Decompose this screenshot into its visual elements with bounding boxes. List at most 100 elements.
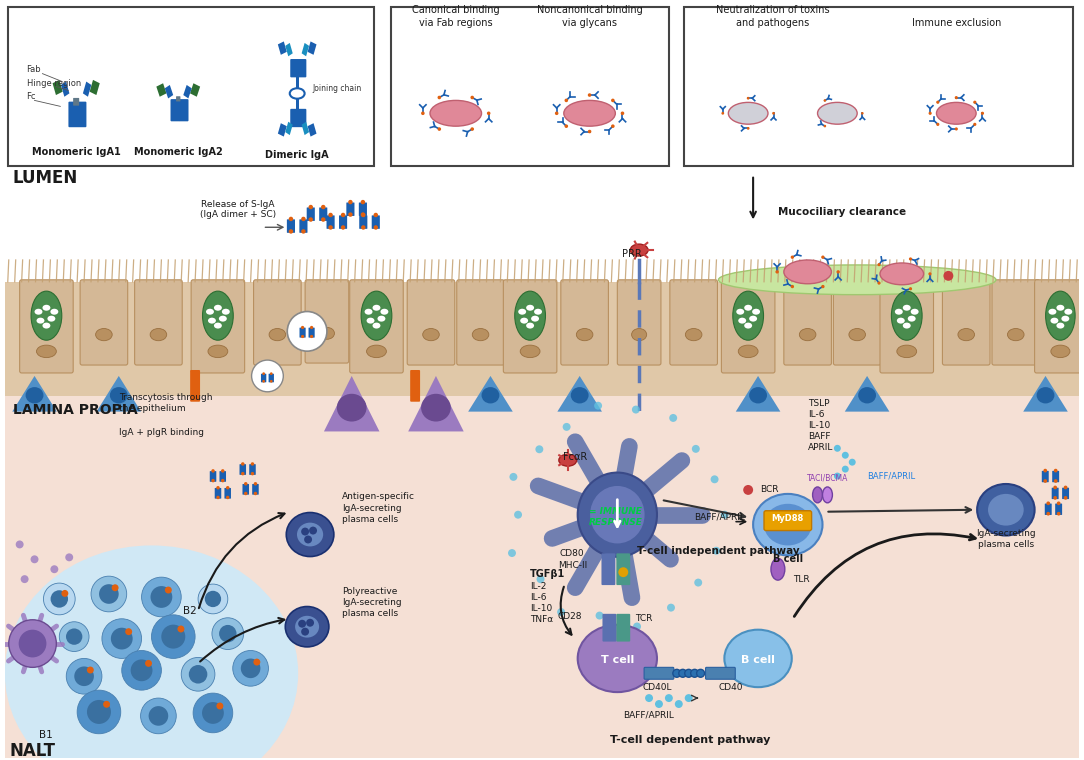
FancyBboxPatch shape [299,328,306,337]
Circle shape [509,473,517,481]
Circle shape [618,567,629,577]
Circle shape [877,281,880,285]
Text: Neutralization of toxins
and pathogens: Neutralization of toxins and pathogens [717,5,829,28]
Circle shape [298,619,306,628]
FancyBboxPatch shape [942,280,990,365]
Polygon shape [285,122,293,135]
Circle shape [633,622,641,631]
Circle shape [198,584,228,614]
Ellipse shape [526,305,534,311]
Circle shape [244,492,247,496]
Ellipse shape [373,305,380,311]
Ellipse shape [481,387,500,404]
Text: Monomeric IgA1: Monomeric IgA1 [31,147,120,157]
Circle shape [270,372,273,375]
FancyBboxPatch shape [1042,471,1048,483]
Ellipse shape [1050,318,1058,324]
FancyBboxPatch shape [670,280,718,365]
Ellipse shape [430,100,481,126]
Circle shape [225,486,230,489]
FancyBboxPatch shape [77,102,87,127]
FancyBboxPatch shape [410,370,421,402]
Circle shape [775,271,778,274]
Circle shape [842,466,849,473]
Circle shape [361,225,365,230]
Text: Immune exclusion: Immune exclusion [912,18,1001,28]
Text: Fab: Fab [27,65,41,74]
Ellipse shape [31,291,62,340]
Text: Hinge region: Hinge region [27,78,81,87]
Circle shape [508,549,516,557]
Circle shape [1054,496,1057,500]
FancyBboxPatch shape [456,280,504,365]
Circle shape [142,577,181,617]
Circle shape [254,659,260,666]
Circle shape [1054,486,1057,489]
Circle shape [842,451,849,459]
Ellipse shape [50,309,59,315]
Circle shape [611,125,615,128]
Ellipse shape [377,315,386,321]
Circle shape [99,584,118,603]
Text: MHC-II: MHC-II [558,561,588,570]
Polygon shape [183,85,192,98]
Circle shape [645,694,653,702]
Circle shape [216,496,220,499]
Circle shape [937,123,940,126]
Text: CD40: CD40 [718,683,743,692]
Circle shape [981,112,984,115]
Circle shape [254,482,257,486]
Circle shape [588,130,592,133]
Circle shape [824,125,826,128]
Text: NALT: NALT [10,742,55,759]
Ellipse shape [1061,315,1069,321]
Circle shape [712,546,720,555]
Ellipse shape [26,387,43,404]
FancyBboxPatch shape [176,97,180,101]
FancyBboxPatch shape [299,220,308,233]
Ellipse shape [685,328,702,340]
Circle shape [679,670,686,677]
Circle shape [301,527,309,536]
Ellipse shape [95,328,113,340]
Circle shape [193,693,233,733]
Ellipse shape [988,494,1023,526]
Text: = IMMUNE
RESPONSE: = IMMUNE RESPONSE [589,507,643,527]
Circle shape [250,462,255,466]
FancyBboxPatch shape [170,99,180,122]
FancyBboxPatch shape [287,220,295,233]
FancyBboxPatch shape [617,280,661,365]
Circle shape [595,612,604,619]
Circle shape [321,217,325,222]
FancyBboxPatch shape [1055,504,1062,515]
FancyBboxPatch shape [298,109,307,127]
Circle shape [91,576,127,612]
FancyBboxPatch shape [503,280,557,373]
Ellipse shape [896,345,917,358]
FancyBboxPatch shape [603,614,617,641]
Circle shape [694,578,702,587]
Circle shape [202,702,223,724]
Ellipse shape [337,394,366,422]
Circle shape [181,657,215,691]
Circle shape [470,127,474,131]
Ellipse shape [42,322,50,328]
FancyBboxPatch shape [372,215,379,229]
Polygon shape [736,376,780,412]
Circle shape [250,472,255,476]
FancyBboxPatch shape [408,280,455,365]
FancyBboxPatch shape [350,280,403,373]
Ellipse shape [285,606,328,647]
Ellipse shape [1064,309,1072,315]
FancyBboxPatch shape [190,370,201,402]
Ellipse shape [813,487,823,503]
FancyBboxPatch shape [391,8,669,166]
Ellipse shape [859,387,876,404]
Circle shape [487,112,490,115]
Ellipse shape [208,318,216,324]
Ellipse shape [590,486,645,543]
FancyBboxPatch shape [134,280,182,365]
Text: Transcytosis through
the epithelium: Transcytosis through the epithelium [119,393,212,413]
Circle shape [834,445,841,451]
Polygon shape [308,123,317,137]
